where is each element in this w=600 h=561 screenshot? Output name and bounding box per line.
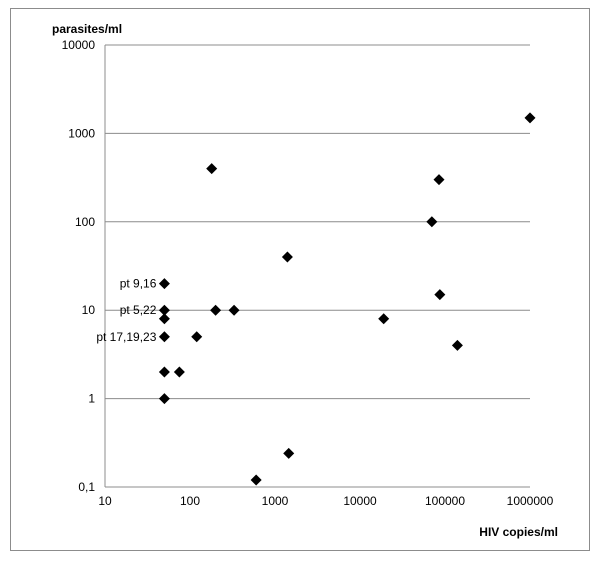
y-tick-label: 10000: [62, 38, 96, 52]
tick-labels: 0,1 1 10 100 1000 10000 10 100 1000 10000 100000 10…: [62, 38, 554, 508]
data-point: [158, 278, 170, 290]
y-tick-label: 0,1: [78, 480, 95, 494]
grid-lines: [105, 44, 530, 400]
data-point: [191, 331, 203, 343]
data-point: [434, 289, 446, 301]
data-point: [158, 393, 170, 405]
y-axis-title: parasites/ml: [52, 22, 122, 36]
axes: [104, 45, 530, 488]
x-tick-label: 100: [180, 494, 200, 508]
x-tick-label: 10: [98, 494, 112, 508]
y-tick-label: 1000: [68, 126, 95, 140]
point-annotation: pt 5,22: [120, 303, 157, 317]
y-tick-label: 1: [88, 392, 95, 406]
data-point: [206, 163, 218, 175]
chart-frame: [10, 8, 590, 551]
data-point: [158, 313, 170, 325]
data-point: [433, 174, 445, 186]
y-tick-label: 100: [75, 215, 95, 229]
data-points: [158, 112, 536, 486]
data-point: [426, 216, 438, 228]
annotations: pt 9,16 pt 5,22 pt 17,19,23: [96, 277, 156, 344]
data-point: [283, 447, 295, 459]
data-point: [524, 112, 536, 124]
data-point: [158, 331, 170, 343]
point-annotation: pt 17,19,23: [96, 330, 156, 344]
data-point: [228, 304, 240, 316]
data-point: [281, 251, 293, 263]
x-tick-label: 1000: [262, 494, 289, 508]
data-point: [158, 304, 170, 316]
x-tick-label: 10000: [343, 494, 377, 508]
point-annotation: pt 9,16: [120, 277, 157, 291]
data-point: [451, 339, 463, 351]
data-point: [378, 313, 390, 325]
y-tick-label: 10: [82, 303, 96, 317]
data-point: [250, 474, 262, 486]
x-tick-label: 100000: [425, 494, 465, 508]
data-point: [158, 366, 170, 378]
x-tick-label: 1000000: [507, 494, 554, 508]
data-point: [210, 304, 222, 316]
data-point: [173, 366, 185, 378]
x-axis-title: HIV copies/ml: [479, 525, 558, 539]
